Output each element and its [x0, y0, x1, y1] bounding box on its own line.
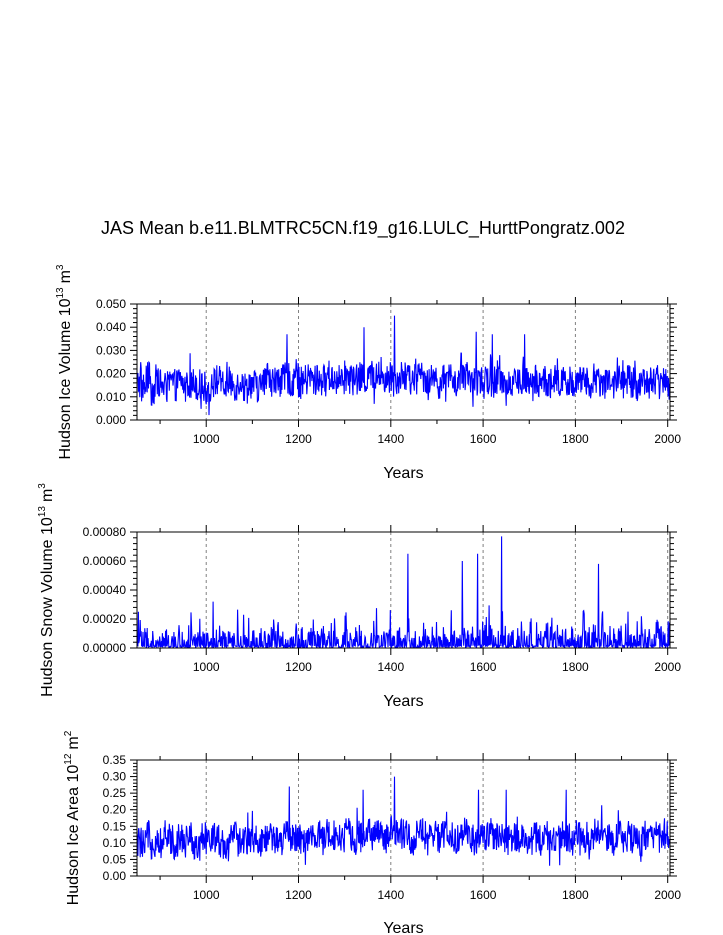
- x-tick-label: 1800: [562, 660, 589, 674]
- panels: 1000 1200 1400 1600 1800 2000 0.000 0.010 0.020 0…: [37, 264, 681, 935]
- y-label-main: Hudson Snow Volume 10: [39, 517, 56, 697]
- x-tick-label: 1200: [285, 432, 312, 446]
- y-tick-label: 0.020: [96, 367, 126, 381]
- y-label-unit-exp: 3: [55, 264, 66, 270]
- y-label-exp: 13: [37, 506, 48, 518]
- x-axis-label: Years: [383, 693, 423, 710]
- y-axis-label: Hudson Snow Volume 1013 m3: [37, 483, 56, 697]
- y-label-unit: m: [65, 736, 82, 749]
- x-tick-label: 1000: [193, 432, 220, 446]
- x-tick-label: 1600: [470, 432, 497, 446]
- panel-ice-volume: 1000 1200 1400 1600 1800 2000 0.000 0.010 0.020 0…: [55, 264, 681, 482]
- x-tick-label: 1400: [377, 888, 404, 902]
- x-axis-label: Years: [383, 920, 423, 935]
- x-tick-label: 2000: [654, 660, 681, 674]
- y-label-unit-exp: 3: [37, 483, 48, 489]
- series-line: [137, 776, 670, 866]
- y-axis-label: Hudson Ice Volume 1013 m3: [55, 264, 74, 459]
- panel-snow-volume: 1000 1200 1400 1600 1800 2000 0.00000 0.00020 0.…: [37, 483, 681, 710]
- x-tick-label: 1800: [562, 432, 589, 446]
- y-label-main: Hudson Ice Area 10: [65, 765, 82, 906]
- series-line: [137, 315, 670, 416]
- y-tick-label: 0.040: [96, 320, 126, 334]
- y-tick-label: 0.010: [96, 390, 126, 404]
- y-tick-label: 0.000: [96, 413, 126, 427]
- x-tick-label: 1400: [377, 660, 404, 674]
- y-label-main: Hudson Ice Volume 10: [57, 298, 74, 459]
- x-tick-label: 1000: [193, 660, 220, 674]
- x-tick-label: 1600: [470, 888, 497, 902]
- y-tick-label: 0.20: [103, 803, 127, 817]
- x-tick-label: 1200: [285, 660, 312, 674]
- y-tick-label: 0.00060: [83, 554, 127, 568]
- x-tick-label: 2000: [654, 432, 681, 446]
- series-line: [137, 536, 670, 648]
- plot-frame: [136, 759, 671, 877]
- y-label-unit: m: [57, 270, 74, 283]
- y-tick-label: 0.30: [103, 770, 127, 784]
- y-label-exp: 13: [55, 287, 66, 299]
- y-tick-label: 0.00080: [83, 525, 127, 539]
- y-tick-label: 0.00000: [83, 641, 127, 655]
- panel-ice-area: 1000 1200 1400 1600 1800 2000 0.00 0.05 0.10 0.15…: [63, 730, 681, 935]
- y-tick-label: 0.25: [103, 786, 127, 800]
- y-tick-label: 0.050: [96, 297, 126, 311]
- x-tick-label: 1600: [470, 660, 497, 674]
- x-tick-label: 1800: [562, 888, 589, 902]
- x-tick-label: 2000: [654, 888, 681, 902]
- y-tick-label: 0.05: [103, 852, 127, 866]
- y-axis-label: Hudson Ice Area 1012 m2: [63, 730, 82, 905]
- y-tick-label: 0.00020: [83, 612, 127, 626]
- y-label-exp: 12: [63, 753, 74, 765]
- x-tick-label: 1000: [193, 888, 220, 902]
- figure-title: JAS Mean b.e11.BLMTRC5CN.f19_g16.LULC_Hu…: [101, 218, 625, 239]
- y-tick-label: 0.10: [103, 836, 127, 850]
- y-tick-label: 0.00: [103, 869, 127, 883]
- y-label-unit-exp: 2: [63, 730, 74, 736]
- y-tick-label: 0.030: [96, 343, 126, 357]
- x-tick-label: 1200: [285, 888, 312, 902]
- x-tick-label: 1400: [377, 432, 404, 446]
- x-axis-label: Years: [383, 465, 423, 482]
- y-tick-label: 0.35: [103, 753, 127, 767]
- plot-frame: [136, 303, 671, 421]
- y-tick-label: 0.00040: [83, 583, 127, 597]
- y-tick-label: 0.15: [103, 819, 127, 833]
- y-label-unit: m: [39, 489, 56, 502]
